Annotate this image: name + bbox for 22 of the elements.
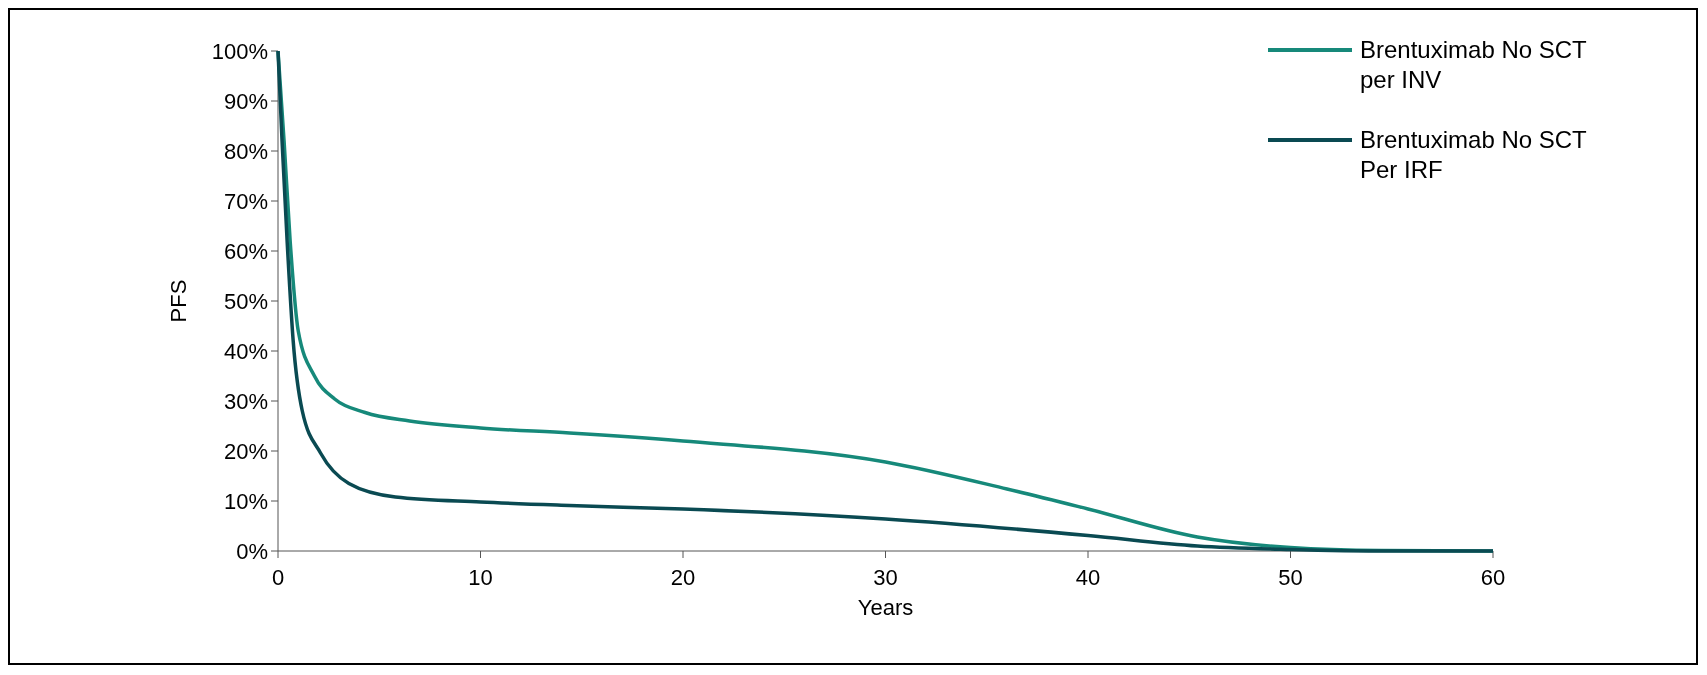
x-tick-label: 60 xyxy=(1480,565,1506,590)
x-tick-label: 40 xyxy=(1075,565,1101,590)
y-tick-label: 80% xyxy=(223,138,268,164)
x-tick-label: 10 xyxy=(468,565,493,590)
y-tick-label: 40% xyxy=(223,338,268,364)
y-tick-label: 60% xyxy=(223,238,268,264)
y-tick-label: 30% xyxy=(223,388,268,414)
legend-label: Brentuximab No SCT per INV xyxy=(1360,36,1588,93)
x-tick-label: 20 xyxy=(670,565,696,590)
y-tick-label: 70% xyxy=(223,188,268,214)
y-tick-label: 0% xyxy=(236,538,268,564)
y-axis-title: PFS xyxy=(166,279,191,323)
y-tick-label: 20% xyxy=(223,438,268,464)
x-tick-label: 0 xyxy=(271,565,285,590)
y-tick-label: 50% xyxy=(223,288,268,314)
x-axis-title: Years xyxy=(857,595,914,620)
y-tick-label: 10% xyxy=(223,488,268,514)
legend-label: Brentuximab No SCT Per IRF xyxy=(1360,126,1588,183)
y-tick-label: 90% xyxy=(223,88,268,114)
x-tick-label: 50 xyxy=(1278,565,1303,590)
y-tick-label: 100% xyxy=(211,38,268,64)
x-tick-label: 30 xyxy=(873,565,898,590)
